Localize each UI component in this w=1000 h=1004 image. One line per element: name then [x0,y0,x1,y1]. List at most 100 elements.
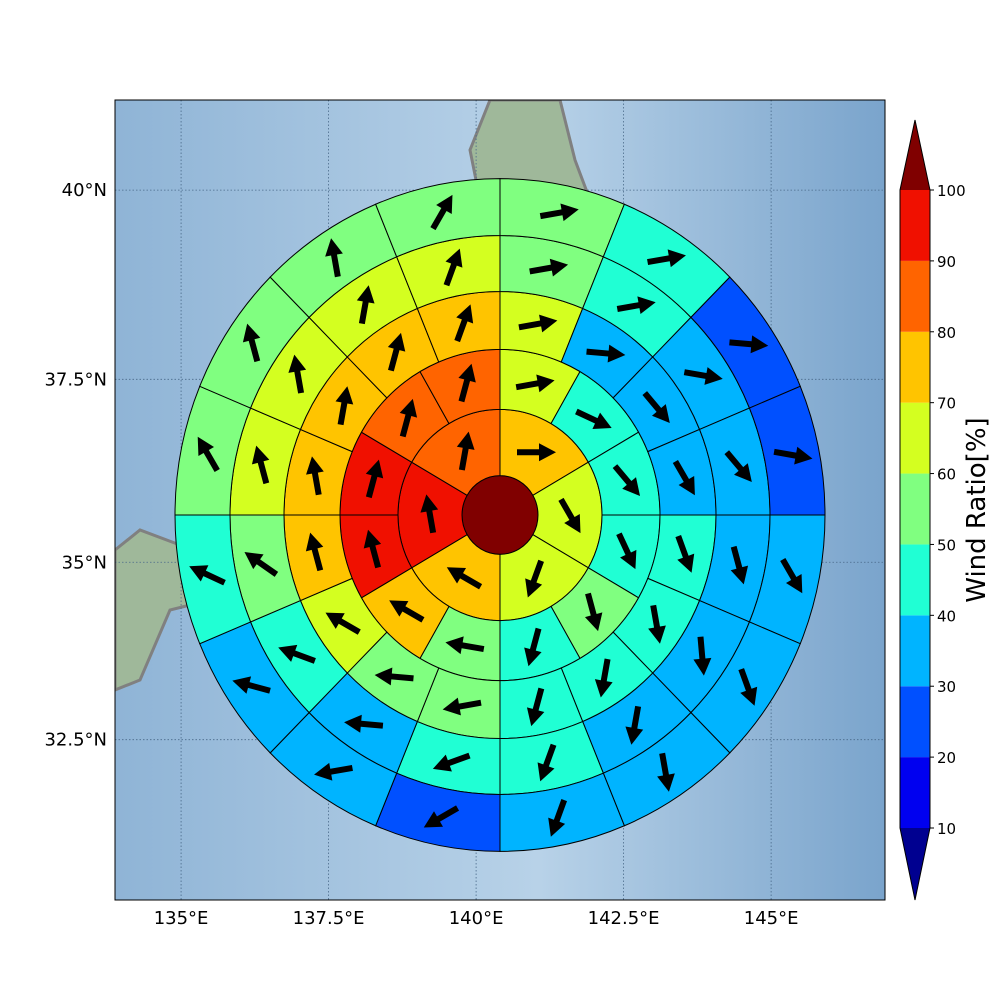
x-tick-label: 140°E [449,908,504,929]
wind-arrow [584,592,603,632]
wind-arrow [363,529,382,569]
wind-arrow [642,391,670,423]
wind-arrow [423,805,460,828]
wind-arrow [374,667,414,686]
wind-arrow [446,567,483,590]
wind-arrow [443,248,463,287]
wind-arrow [672,459,695,496]
colorbar-tick-label: 70 [937,395,956,413]
map-frame [114,99,886,901]
wind-arrows [189,194,813,837]
colorbar-bin [900,331,930,403]
wind-arrow [529,258,569,277]
wind-arrow [454,304,474,343]
y-tick-label: 35°N [62,552,107,573]
x-tick-label: 145°E [744,908,799,929]
wind-arrow [305,532,324,572]
wind-arrow [594,658,613,698]
wind-arrow [729,335,769,354]
wind-arrow [306,456,324,496]
wind-arrow [693,636,712,676]
wind-arrow [356,285,375,325]
wind-arrow [242,323,261,363]
wind-arrow [432,752,471,772]
wind-arrow [244,552,279,577]
wind-arrow [773,446,813,465]
wind-arrow [586,344,626,363]
wind-arrow [537,743,557,782]
wind-arrow [738,668,758,706]
colorbar-under [900,828,930,900]
colorbar-tick-label: 80 [937,324,956,342]
colorbar-bin [900,402,930,474]
colorbar-label: Wind Ratio[%] [962,417,992,602]
wind-arrow [625,705,644,745]
colorbar-bin [900,615,930,687]
colorbar-tick-label: 10 [937,820,956,838]
wind-arrow [189,565,226,586]
colorbar-tick-label: 40 [937,607,956,625]
wind-arrow [525,559,544,598]
x-tick-label: 142.5°E [588,908,660,929]
wind-arrow [518,314,558,333]
y-tick-label: 32.5°N [44,730,107,751]
wind-arrow [389,600,425,623]
wind-arrow [458,363,476,403]
colorbar-tick-label: 60 [937,466,956,484]
wind-arrow [548,799,568,837]
colorbar-bin [900,473,930,545]
wind-arrow [442,697,482,716]
wind-arrow [616,296,656,315]
colorbar-tick-label: 100 [937,182,966,200]
wind-arrow [278,644,316,664]
wind-arrow [730,545,749,585]
y-tick-label: 40°N [62,180,107,201]
wind-arrow [648,604,666,644]
x-tick-label: 137.5°E [293,908,365,929]
wind-arrow [683,367,723,385]
wind-arrow [251,445,270,485]
x-tick-label: 135°E [154,908,209,929]
wind-arrow [314,762,353,781]
wind-arrow [575,408,612,429]
wind-arrow [232,676,271,694]
wind-arrow [456,431,475,471]
y-tick-label: 37.5°N [44,369,107,390]
wind-arrow [558,497,581,534]
wind-arrow [724,450,752,483]
wind-arrow [420,494,439,534]
colorbar-tick-label: 90 [937,253,956,271]
colorbar-tick-label: 20 [937,749,956,767]
wind-arrow [430,194,453,231]
colorbar: 10 20 30 40 50 60 70 80 90 100 [899,119,966,901]
wind-arrow [365,459,384,499]
wind-arrow [288,354,307,394]
wind-arrow [335,386,354,426]
colorbar-bin [900,686,930,758]
polar-sectors [174,178,826,852]
colorbar-bin [900,260,930,332]
wind-arrow [657,752,675,792]
colorbar-bin [900,190,930,261]
colorbar-tick-label: 50 [937,536,956,554]
wind-arrow [197,436,220,473]
wind-arrow [675,535,695,573]
wind-arrow [526,687,545,727]
colorbar-over [900,120,930,190]
wind-arrow [612,464,641,496]
wind-arrow [517,443,556,462]
wind-arrow [445,636,485,655]
wind-arrow [325,612,361,635]
wind-arrow [515,374,555,393]
wind-arrow [616,532,637,570]
wind-arrow [524,627,542,667]
wind-arrow [539,203,579,222]
wind-arrow [344,714,384,733]
wind-arrow [387,332,406,372]
colorbar-tick-label: 30 [937,678,956,696]
wind-arrow [647,249,686,268]
wind-arrow [325,238,343,278]
colorbar-bin [900,544,930,616]
wind-arrow [399,398,418,438]
